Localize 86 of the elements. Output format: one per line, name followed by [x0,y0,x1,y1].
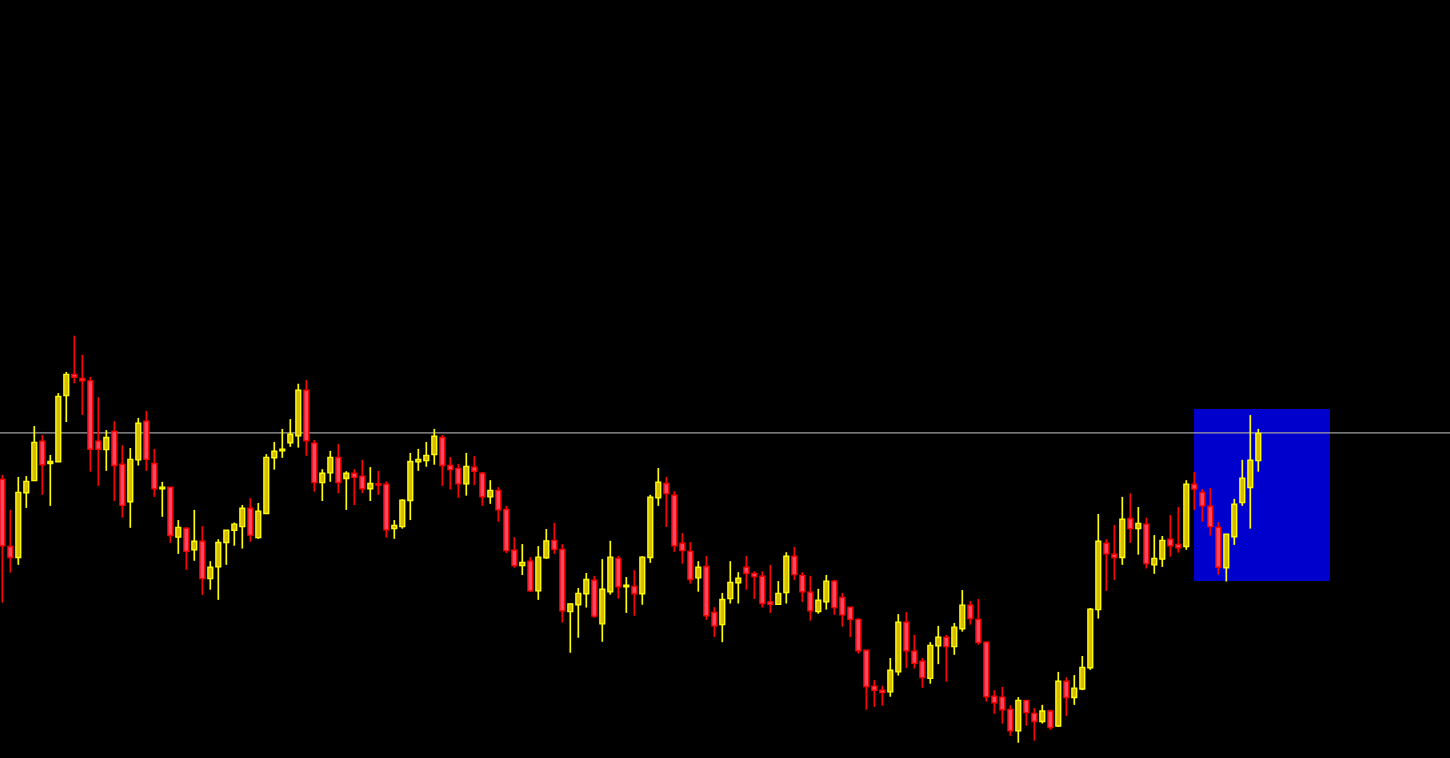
candlestick [767,564,774,614]
candlestick [847,606,854,638]
candlestick [103,429,110,472]
candlestick [279,428,286,459]
candlestick [679,532,686,565]
candlestick [431,428,438,466]
candlestick [39,434,46,496]
candlestick [839,592,846,628]
candlestick [1135,506,1142,556]
candlestick [799,571,806,603]
candlestick [919,657,926,689]
candlestick [375,469,382,496]
candlestick [975,598,982,646]
candlestick [463,452,470,497]
candlestick [823,574,830,611]
candlestick [567,602,574,654]
candlestick [807,574,814,622]
candlestick [327,450,334,483]
candlestick [7,509,14,574]
candlestick [935,625,942,665]
candlestick [727,560,734,605]
candlestick [815,588,822,615]
candlestick [191,509,198,562]
candlestick [447,456,454,491]
candlestick [95,396,102,487]
candlestick [239,504,246,550]
candlestick [1127,492,1134,544]
candlestick [1199,488,1206,523]
candlestick [1007,704,1014,737]
candlestick [1159,535,1166,568]
candlestick [631,569,638,617]
candlestick [1207,487,1214,537]
candlestick [1079,655,1086,692]
candlestick [775,580,782,606]
candlestick [1103,538,1110,592]
candlestick [943,634,950,683]
candlestick [743,555,750,591]
candlestick [887,657,894,698]
candlestick [511,536,518,569]
candlestick [1071,674,1078,706]
candlestick [63,371,70,423]
candlestick [791,546,798,581]
candlestick [367,466,374,502]
candlestick [991,689,998,715]
candlestick [1151,534,1158,575]
candlestick [159,480,166,518]
candlestick [575,587,582,639]
candlestick [951,622,958,656]
candlestick [1039,704,1046,725]
candlestick [695,560,702,593]
candlestick [911,634,918,670]
candlestick [183,526,190,571]
candlestick [871,679,878,708]
candlestick [583,572,590,609]
candlestick [471,455,478,486]
candlestick [343,470,350,511]
candlestick [623,576,630,614]
candlestick [455,463,462,499]
candlestick [359,458,366,495]
candlestick [287,418,294,448]
candlestick [959,589,966,633]
candlestick [71,334,78,385]
candlestick [663,476,670,528]
candlestick [23,475,30,509]
candlestick [551,522,558,555]
candlestick [351,468,358,506]
candlestick [1023,699,1030,727]
candlestick [999,686,1006,725]
candlestick [319,468,326,502]
candlestick [423,441,430,468]
candlestick [711,606,718,638]
candlestick [967,600,974,626]
candlestick [479,471,486,507]
candlestick [487,479,494,505]
candlestick [655,467,662,507]
candlestick [495,486,502,523]
candlestick [415,448,422,472]
candlestick [47,454,54,507]
candlestick [175,519,182,555]
candlestick [1063,676,1070,717]
candlestick [223,529,230,566]
candlestick [207,560,214,591]
candlestick [79,353,86,416]
candlestick [1031,707,1038,742]
candlestick [543,528,550,560]
candlestick [1191,471,1198,511]
